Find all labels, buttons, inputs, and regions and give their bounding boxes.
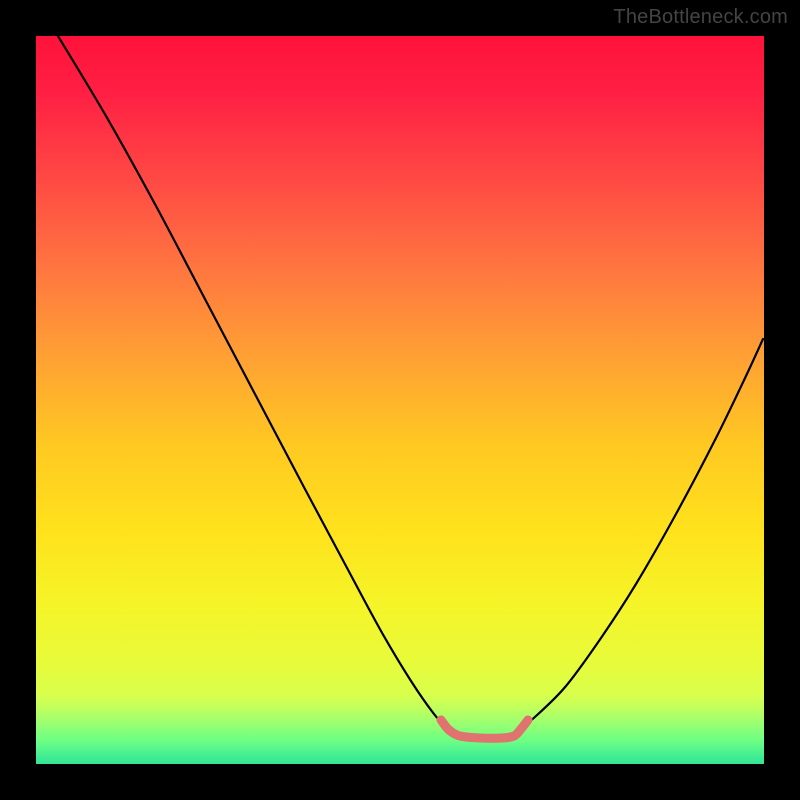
plot-outer-frame [0, 0, 800, 800]
background-gradient [36, 36, 764, 764]
watermark-label: TheBottleneck.com [613, 6, 788, 29]
plot-area [36, 36, 764, 764]
